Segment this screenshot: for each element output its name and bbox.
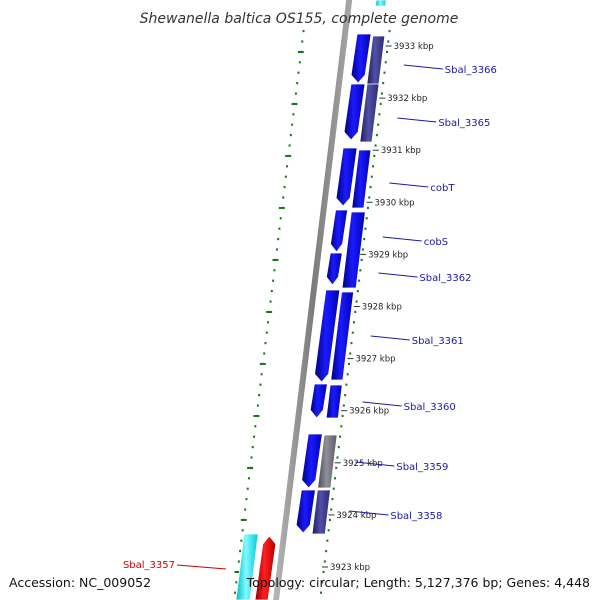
grid-dots [234, 30, 391, 594]
label-leader [378, 272, 418, 278]
gene-arrow [335, 147, 358, 207]
gene-label: Sbal_3357 [123, 560, 175, 571]
coordinate-label: 3931 kbp [381, 146, 421, 156]
gene-block [330, 291, 355, 381]
gene-cyan [235, 533, 259, 600]
gene-label: cobS [424, 237, 448, 248]
label-leader [389, 182, 429, 188]
gene-block [359, 83, 380, 143]
gene-block [341, 211, 366, 289]
coordinate-label: 3923 kbp [330, 563, 370, 573]
coordinate-label: 3927 kbp [355, 355, 395, 365]
gene-arrow [295, 489, 316, 534]
grid-dashes-left [234, 51, 304, 573]
coordinate-label: 3926 kbp [349, 407, 389, 417]
gene-arrow [301, 433, 323, 489]
label-leader [362, 401, 402, 407]
coordinate-ticks: 3933 kbp 3932 kbp 3931 kbp 3930 kbp 3929 kbp… [322, 42, 434, 573]
gene-label: cobT [430, 183, 455, 194]
coordinate-label: 3933 kbp [394, 42, 434, 52]
gene-arrow [350, 33, 372, 84]
gene-label: Sbal_3362 [419, 273, 471, 284]
gene-block [351, 149, 372, 209]
backbone-bar [273, 0, 353, 600]
gene-block [325, 384, 343, 419]
coordinate-label: 3924 kbp [336, 511, 376, 521]
gene-block [375, 0, 387, 7]
gene-arrow [309, 383, 328, 419]
coordinate-label: 3925 kbp [343, 459, 383, 469]
map-title: Shewanella baltica OS155, complete genom… [140, 11, 459, 27]
genome-stats-text: Topology: circular; Length: 5,127,376 bp… [246, 575, 590, 590]
gene-label: Sbal_3358 [390, 511, 442, 522]
gene-red [254, 535, 277, 600]
gene-block [311, 489, 331, 535]
label-leader [397, 117, 437, 123]
coordinate-label: 3928 kbp [362, 303, 402, 313]
label-leader [176, 564, 227, 570]
label-leader [370, 335, 410, 341]
gene-arrow [314, 289, 341, 383]
label-leader [382, 236, 422, 242]
gene-arrow [325, 252, 343, 286]
gene-label: Sbal_3359 [396, 462, 448, 473]
gene-arrow [343, 83, 366, 141]
gene-track [235, 0, 387, 600]
accession-text: Accession: NC_009052 [9, 575, 151, 590]
gene-label: Sbal_3360 [404, 402, 456, 413]
coordinate-label: 3930 kbp [375, 198, 415, 208]
gene-label: Sbal_3365 [438, 118, 490, 129]
label-leader [355, 461, 395, 467]
gene-arrow [330, 209, 349, 253]
genome-axis [273, 0, 353, 600]
coordinate-label: 3929 kbp [368, 250, 408, 260]
gene-labels: Sbal_3366 Sbal_3365 cobT cobS Sbal_3362 Sbal_… [123, 64, 497, 571]
gene-block [317, 434, 338, 489]
coordinate-label: 3932 kbp [387, 94, 427, 104]
gene-label: Sbal_3366 [445, 65, 497, 76]
label-leader [403, 64, 443, 70]
grid-dots-right [320, 30, 391, 594]
label-leader [349, 510, 389, 516]
gene-label: Sbal_3361 [412, 336, 464, 347]
